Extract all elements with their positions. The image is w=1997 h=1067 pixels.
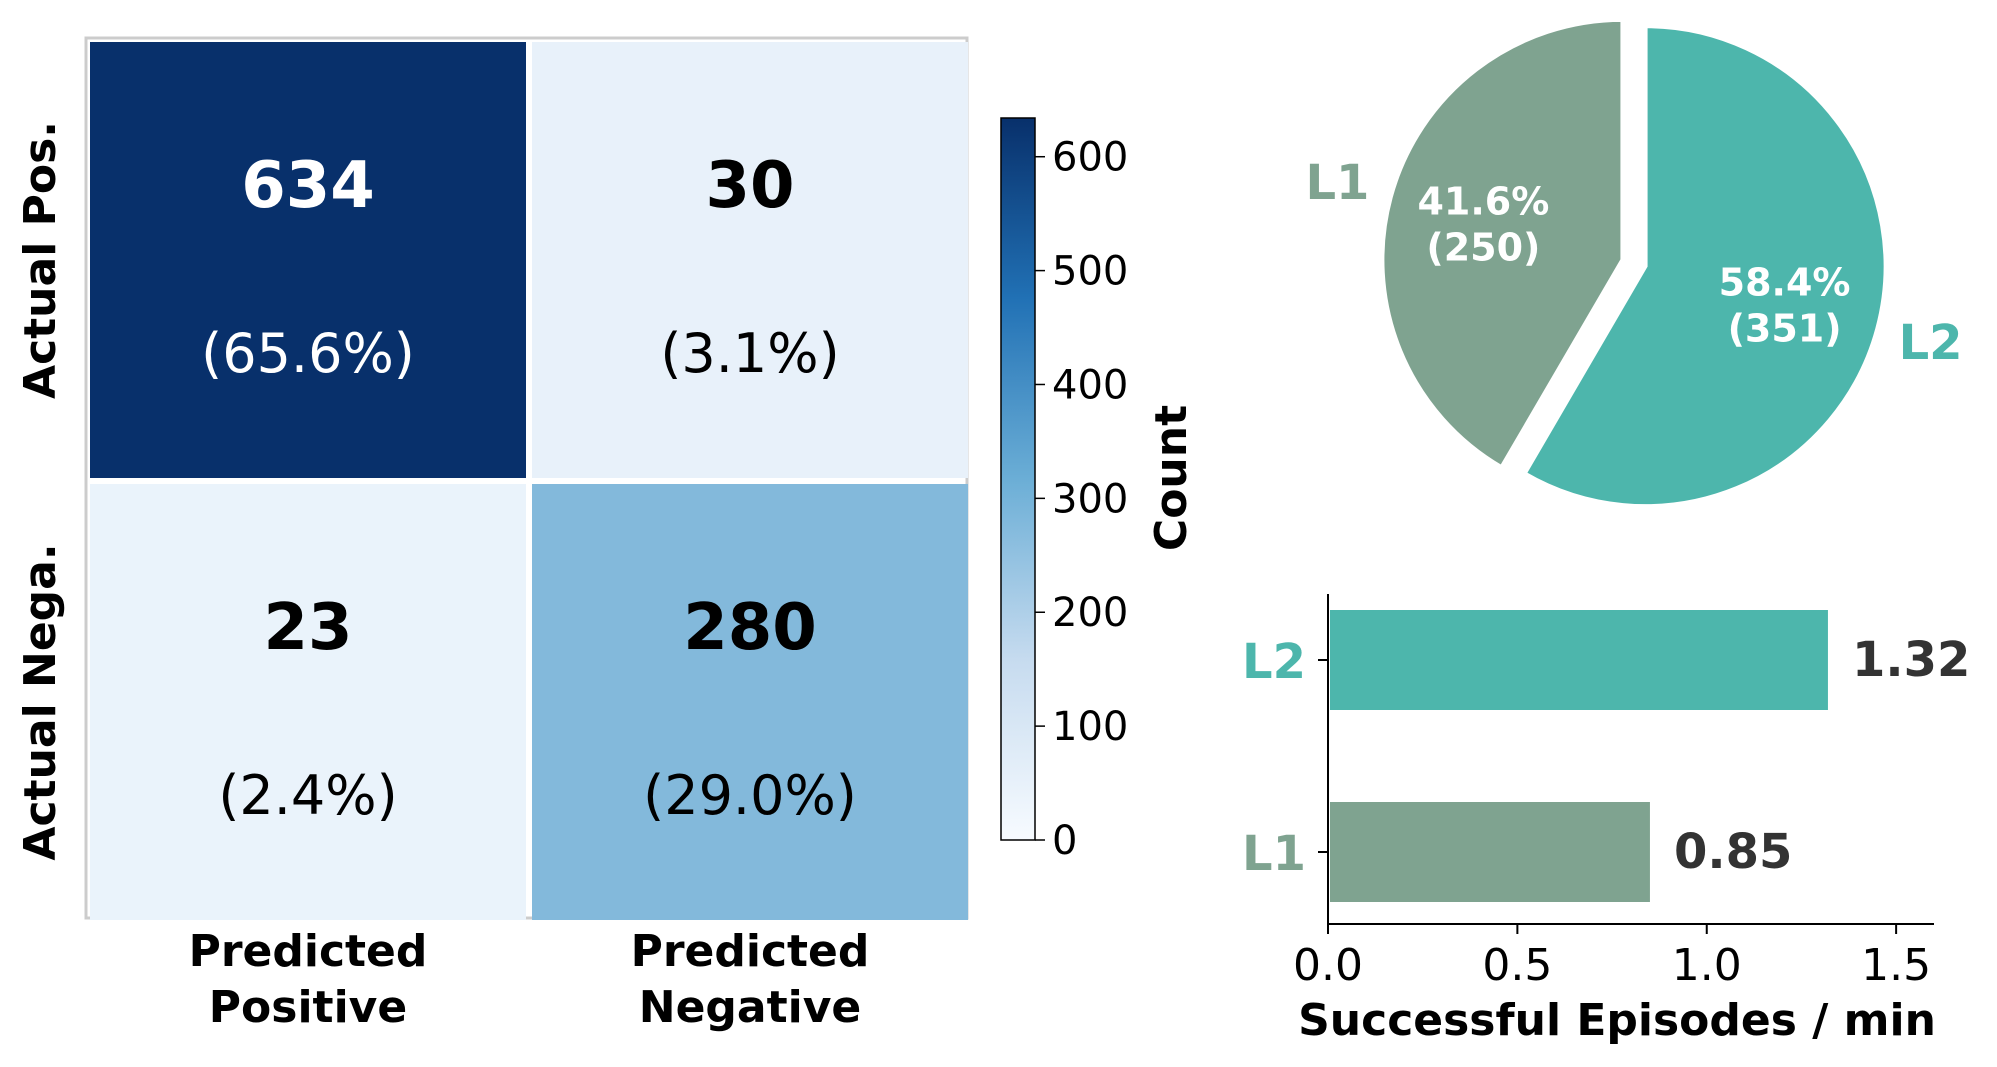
bar-category-label: L2 [1242, 634, 1306, 690]
row-label: Actual Nega. [15, 543, 66, 860]
colorbar-ticks: 0 100 200 300 400 500 600 [1035, 135, 1128, 864]
colorbar-tick-label: 400 [1052, 362, 1128, 408]
bar [1330, 802, 1650, 902]
pie-slice-percent: 58.4% [1719, 261, 1851, 305]
colorbar-tick-label: 300 [1052, 476, 1128, 522]
colorbar-label: Count [1146, 405, 1197, 551]
colorbar-tick-label: 0 [1052, 818, 1077, 864]
confusion-matrix: 634 (65.6%) 30 (3.1%) 23 (2.4%) 280 (29.0%) [84, 36, 969, 920]
colorbar-gradient [1000, 117, 1036, 841]
cell-count: 23 [263, 591, 352, 665]
pie-slice-percent: 41.6% [1417, 179, 1549, 223]
pie-slice-count: (250) [1426, 225, 1540, 269]
colorbar-tick-label: 100 [1052, 704, 1128, 750]
bar-x-tick-label: 0.0 [1293, 940, 1363, 991]
colorbar-tick-label: 600 [1052, 135, 1128, 181]
bar-value-label: 1.32 [1852, 632, 1970, 688]
bar-chart: 0.0 0.5 1.0 1.5 L2 1.32 L1 0.85 [1242, 594, 1970, 991]
matrix-cell [532, 42, 968, 478]
cell-percentage: (3.1%) [660, 322, 839, 385]
row-label: Actual Pos. [15, 121, 66, 399]
bar-category-label: L1 [1242, 826, 1306, 882]
column-label: Predicted [189, 926, 428, 977]
matrix-cell [532, 484, 968, 920]
bar [1330, 610, 1828, 710]
column-label: Positive [209, 982, 407, 1033]
column-label: Predicted [631, 926, 870, 977]
cell-count: 634 [241, 149, 375, 223]
bar-value-label: 0.85 [1674, 824, 1792, 880]
cell-percentage: (29.0%) [643, 764, 857, 827]
pie-slice [1380, 17, 1625, 470]
pie-chart: 58.4%(351) L2 41.6%(250) L1 [1305, 17, 1963, 509]
matrix-cell [90, 42, 526, 478]
cell-percentage: (2.4%) [218, 764, 397, 827]
pie-slice [1521, 24, 1888, 509]
pie-slice-label: L1 [1305, 155, 1369, 211]
bar-x-tick-label: 1.0 [1672, 940, 1742, 991]
matrix-cell [90, 484, 526, 920]
colorbar-tick-label: 500 [1052, 249, 1128, 295]
cell-count: 30 [705, 149, 794, 223]
column-label: Negative [639, 982, 862, 1033]
colorbar-tick-label: 200 [1052, 590, 1128, 636]
bar-x-tick-label: 1.5 [1861, 940, 1931, 991]
pie-slice-count: (351) [1728, 307, 1842, 351]
pie-slice-label: L2 [1899, 315, 1963, 371]
cell-count: 280 [683, 591, 817, 665]
bar-x-axis-label: Successful Episodes / min [1298, 995, 1936, 1046]
cell-percentage: (65.6%) [201, 322, 415, 385]
colorbar [1000, 117, 1036, 841]
confusion-matrix-row-labels: Actual Pos. Actual Nega. [15, 121, 66, 861]
bar-x-tick-label: 0.5 [1482, 940, 1552, 991]
